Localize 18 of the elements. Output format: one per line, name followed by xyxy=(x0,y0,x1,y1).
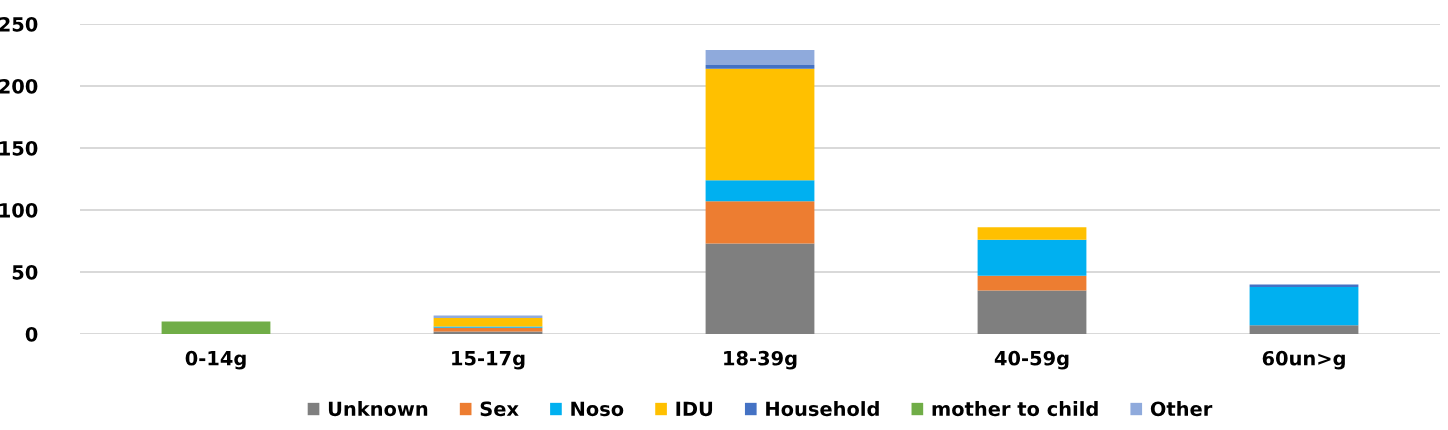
x-tick-label: 18-39g xyxy=(724,350,797,370)
legend-label: mother to child xyxy=(932,401,1098,417)
legend-label: Noso xyxy=(571,401,624,417)
legend-label: Household xyxy=(766,401,879,417)
legend-label: Other xyxy=(1150,401,1213,417)
legend-label: Unknown xyxy=(328,401,428,417)
y-tick-label: 250 xyxy=(0,16,38,32)
y-tick-label: 150 xyxy=(0,140,38,156)
x-tick-label: 40-59g xyxy=(994,350,1069,370)
y-tick-label: 50 xyxy=(12,264,38,280)
legend-label: IDU xyxy=(676,401,713,417)
x-tick-label: 0-14g xyxy=(185,350,246,370)
y-tick-label: 0 xyxy=(25,326,38,342)
legend-label: Sex xyxy=(480,401,519,417)
y-tick-label: 100 xyxy=(0,202,38,218)
x-tick-label: 60un>g xyxy=(1262,350,1345,370)
y-tick-label: 200 xyxy=(0,78,38,94)
x-tick-label: 15-17g xyxy=(452,351,525,370)
